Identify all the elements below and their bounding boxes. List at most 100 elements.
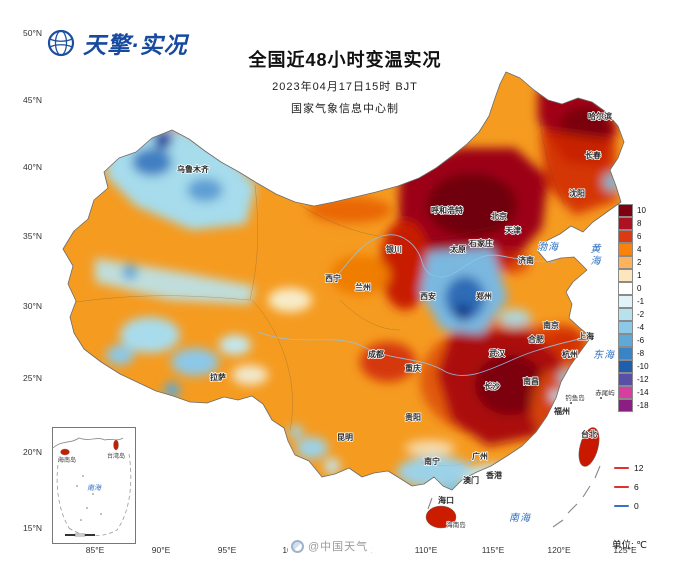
city-label: 西安	[420, 291, 436, 301]
city-label: 呼和浩特	[431, 205, 463, 215]
diaoyu-island-dot	[570, 402, 572, 404]
watermark-text: @中国天气	[308, 541, 369, 553]
isoline-sample	[614, 466, 629, 469]
legend-swatch	[618, 217, 633, 230]
isoline-sample	[614, 485, 629, 488]
china-weather-logo-icon	[291, 539, 304, 553]
taiwan-island	[578, 427, 600, 467]
south-china-sea-inset: 台湾岛 海南岛 南海	[52, 427, 136, 544]
lon-label: 95°E	[218, 545, 237, 555]
lat-label: 35°N	[23, 231, 42, 241]
island-label: 钓鱼岛	[565, 393, 585, 402]
inset-hainan-island	[60, 448, 70, 456]
legend-value: -10	[637, 362, 649, 371]
legend-swatch	[618, 295, 633, 308]
legend-value: -1	[637, 297, 645, 306]
city-label: 南京	[543, 320, 559, 330]
city-label: 上海	[578, 331, 594, 341]
city-label: 银川	[385, 244, 402, 254]
lat-label: 15°N	[23, 523, 42, 533]
nine-dash-line	[427, 465, 601, 528]
lat-label: 20°N	[23, 447, 42, 457]
legend-entry: -8	[618, 347, 649, 360]
isoline-entry: 12	[614, 458, 643, 477]
legend-entry: -10	[618, 360, 649, 373]
sea-label: 南海	[509, 512, 532, 524]
city-label: 福州	[553, 406, 570, 416]
map-source: 国家气象信息中心制	[291, 103, 399, 115]
isoline-entry: 0	[614, 496, 643, 515]
legend-swatch	[618, 347, 633, 360]
lat-label: 40°N	[23, 162, 42, 172]
legend-swatch	[618, 373, 633, 386]
inset-label: 台湾岛	[107, 452, 125, 460]
sea-label: 海	[591, 255, 603, 267]
legend-entry: 0	[618, 282, 649, 295]
title-block: 全国近48小时变温实况 2023年04月17日15时 BJT 国家气象信息中心制	[170, 46, 520, 116]
city-label: 拉萨	[210, 372, 226, 382]
lon-label: 85°E	[86, 545, 105, 555]
city-label: 南宁	[424, 456, 440, 466]
city-label: 武汉	[489, 348, 506, 358]
lat-label: 25°N	[23, 373, 42, 383]
city-label: 重庆	[405, 363, 421, 373]
legend-entry: 6	[618, 230, 649, 243]
legend-value: -8	[637, 349, 645, 358]
city-label: 郑州	[476, 291, 492, 301]
sea-label: 东海	[593, 349, 616, 361]
sea-label: 渤海	[537, 241, 560, 253]
lat-label: 30°N	[23, 301, 42, 311]
island-label: 海南岛	[446, 520, 466, 529]
lat-label: 50°N	[23, 28, 42, 38]
isoline-sample	[614, 504, 629, 507]
province-borders	[75, 119, 566, 431]
map-date: 2023年04月17日15时 BJT	[272, 81, 418, 93]
legend-entry: -12	[618, 373, 649, 386]
legend-value: -2	[637, 310, 645, 319]
city-label: 乌鲁木齐	[177, 164, 210, 174]
rivers	[257, 234, 591, 467]
legend-value: -18	[637, 401, 649, 410]
lon-label: 115°E	[482, 545, 505, 555]
city-label: 沈阳	[569, 188, 585, 198]
inset-taiwan-island	[113, 439, 119, 451]
inset-label: 海南岛	[58, 456, 76, 464]
city-label: 贵阳	[405, 412, 421, 422]
city-label: 杭州	[562, 349, 578, 359]
inset-coastline	[52, 437, 124, 449]
tianqing-logo: 天擎·实况	[46, 26, 188, 60]
inset-scale-bar	[65, 533, 95, 537]
legend-entry: 1	[618, 269, 649, 282]
legend-swatch	[618, 308, 633, 321]
city-label: 哈尔滨	[588, 111, 612, 121]
city-label: 合肥	[527, 334, 544, 344]
legend-value: -12	[637, 375, 649, 384]
legend-entry: -18	[618, 399, 649, 412]
isoline-entry: 6	[614, 477, 643, 496]
legend-entry: -4	[618, 321, 649, 334]
city-label: 台北	[581, 429, 597, 439]
city-label: 海口	[438, 495, 454, 505]
city-label: 南昌	[523, 376, 539, 386]
city-label: 长春	[585, 150, 601, 160]
city-label: 长沙	[484, 381, 500, 391]
inset-islands	[76, 475, 102, 521]
legend-swatch	[618, 386, 633, 399]
city-label: 澳门	[463, 475, 479, 485]
legend-value: 8	[637, 219, 642, 228]
temperature-legend: 10 8 6 4 2 1 0 -1 -2 -4 -6 -8 -10 -12 -14 -18	[618, 204, 649, 412]
island-label: 赤尾屿	[595, 388, 615, 397]
china-border	[62, 71, 625, 491]
map-title: 全国近48小时变温实况	[248, 50, 442, 70]
globe-icon	[47, 29, 75, 57]
legend-value: 6	[637, 232, 642, 241]
legend-value: 10	[637, 206, 646, 215]
legend-swatch	[618, 360, 633, 373]
watermark: @中国天气	[288, 538, 372, 554]
legend-value: 2	[637, 258, 642, 267]
